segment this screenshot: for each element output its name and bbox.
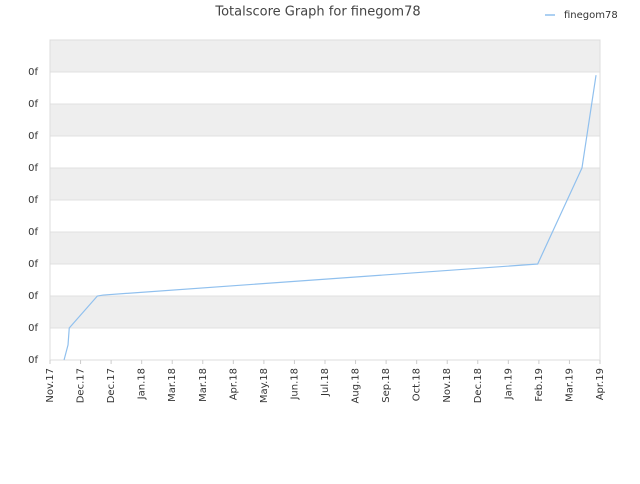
- x-tick-label: Oct.18: [412, 368, 423, 401]
- plot-band: [50, 136, 600, 168]
- x-tick-label: Mar.18: [167, 368, 178, 402]
- x-tick-label: Mar.18: [198, 368, 209, 402]
- plot-band: [50, 40, 600, 72]
- chart-title: Totalscore Graph for finegom78: [214, 5, 420, 20]
- plot-band: [50, 264, 600, 296]
- x-tick-label: Jan.18: [137, 368, 148, 400]
- plot-band: [50, 168, 600, 200]
- legend-label: finegom78: [564, 10, 618, 21]
- plot-band: [50, 200, 600, 232]
- x-tick-label: Dec.17: [106, 368, 117, 403]
- x-tick-label: Dec.18: [473, 368, 484, 403]
- y-tick-label: 0f: [28, 227, 38, 238]
- x-tick-label: Nov.17: [45, 368, 56, 403]
- y-tick-label: 0f: [28, 195, 38, 206]
- y-tick-label: 0f: [28, 355, 38, 366]
- plot-band: [50, 104, 600, 136]
- x-tick-label: Dec.17: [76, 368, 87, 403]
- y-tick-label: 0f: [28, 291, 38, 302]
- plot-band: [50, 72, 600, 104]
- x-tick-label: Apr.18: [228, 368, 239, 400]
- x-tick-label: Feb.19: [534, 368, 545, 402]
- x-tick-label: Apr.19: [595, 368, 606, 400]
- plot-band: [50, 232, 600, 264]
- y-tick-label: 0f: [28, 99, 38, 110]
- y-tick-label: 0f: [28, 67, 38, 78]
- x-tick-label: Nov.18: [442, 368, 453, 403]
- y-tick-label: 0f: [28, 323, 38, 334]
- y-tick-label: 0f: [28, 259, 38, 270]
- y-tick-label: 0f: [28, 163, 38, 174]
- x-tick-label: Jul.18: [320, 368, 331, 397]
- x-tick-label: Jan.19: [503, 368, 514, 400]
- plot-band: [50, 328, 600, 360]
- series-line: [63, 75, 597, 361]
- plot-band: [50, 296, 600, 328]
- y-tick-label: 0f: [28, 131, 38, 142]
- x-tick-label: May.18: [259, 368, 270, 403]
- x-tick-label: Sep.18: [381, 368, 392, 403]
- x-tick-label: Aug.18: [351, 368, 362, 403]
- x-tick-label: Mar.19: [564, 368, 575, 402]
- x-tick-label: Jun.18: [289, 368, 300, 401]
